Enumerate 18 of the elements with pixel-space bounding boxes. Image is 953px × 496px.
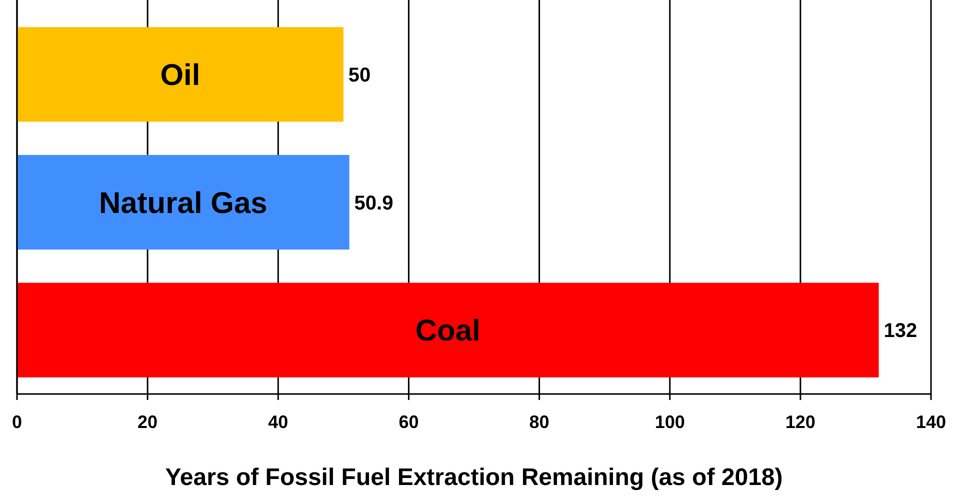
x-tick-label: 20 [138, 412, 158, 432]
bar [17, 282, 879, 378]
y-tick-label: Oil [160, 58, 200, 92]
y-tick-label: Natural Gas [98, 186, 268, 220]
x-axis-title: Years of Fossil Fuel Extraction Remaining (as of 2018) [165, 464, 783, 491]
x-tick-label: 140 [916, 412, 946, 432]
x-tick-label: 100 [654, 412, 685, 432]
x-tick-label: 60 [398, 412, 419, 432]
x-tick-label: 80 [529, 412, 550, 432]
data-label: 50 [348, 64, 371, 86]
data-label: 132 [884, 320, 918, 342]
bar [17, 27, 344, 122]
bar [17, 154, 350, 250]
x-tick-label: 0 [12, 412, 22, 432]
x-tick-label: 120 [785, 412, 816, 432]
x-tick-label: 40 [268, 412, 288, 432]
y-tick-label: Coal [415, 314, 480, 348]
data-label: 50.9 [354, 192, 394, 214]
